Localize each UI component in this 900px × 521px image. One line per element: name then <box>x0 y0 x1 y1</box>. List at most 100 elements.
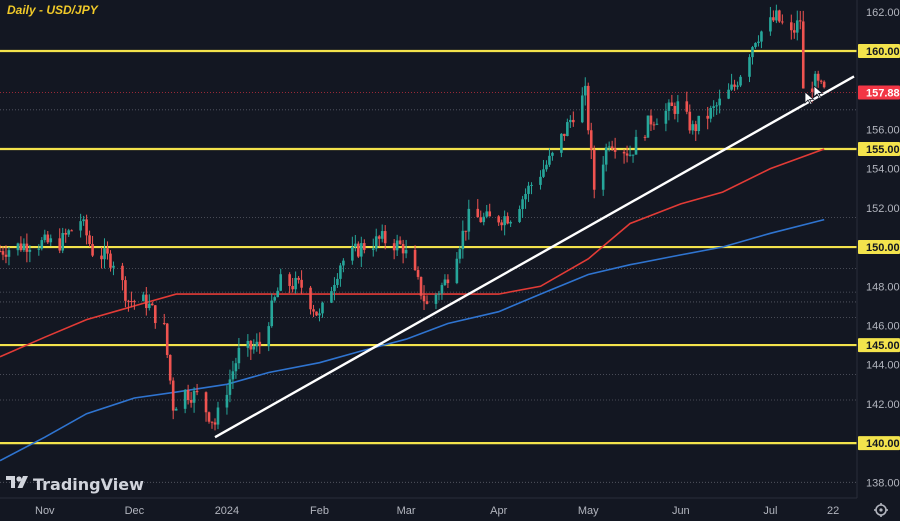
candle-95 <box>395 234 399 257</box>
candle-48 <box>195 383 199 396</box>
candle-89 <box>371 238 375 257</box>
candle-150 <box>625 145 629 163</box>
candle-3 <box>7 247 11 266</box>
candle-25 <box>103 238 106 269</box>
candle-52 <box>213 418 217 431</box>
time-axis[interactable] <box>0 498 900 521</box>
candle-188 <box>781 14 784 25</box>
candle-63 <box>258 332 262 354</box>
candle-153 <box>634 129 638 155</box>
candle-127 <box>527 181 530 202</box>
tradingview-logo-icon <box>6 476 28 488</box>
candle-13 <box>49 234 53 247</box>
candle-16 <box>64 228 67 243</box>
candle-92 <box>380 224 384 243</box>
candle-97 <box>401 239 405 264</box>
candle-162 <box>673 102 677 120</box>
candle-112 <box>464 230 468 241</box>
candle-115 <box>479 210 483 223</box>
candle-53 <box>216 401 220 430</box>
level-label-1: 155.000 <box>866 144 900 156</box>
candle-82 <box>339 262 342 287</box>
candle-185 <box>772 10 775 23</box>
y-tick-148.000: 148.000 <box>866 281 900 293</box>
candle-145 <box>604 143 608 172</box>
y-tick-138.000: 138.000 <box>866 477 900 489</box>
candle-183 <box>760 30 763 49</box>
candle-175 <box>730 73 733 91</box>
candle-18 <box>70 229 73 232</box>
candle-141 <box>586 82 590 135</box>
candle-152 <box>631 154 635 163</box>
candle-149 <box>622 149 626 164</box>
candle-28 <box>112 261 115 276</box>
candle-99 <box>413 245 417 271</box>
candle-189 <box>790 14 793 40</box>
candle-24 <box>100 247 103 269</box>
candle-198 <box>822 80 826 89</box>
candle-121 <box>503 210 506 236</box>
candle-6 <box>22 238 26 253</box>
candle-64 <box>267 322 271 352</box>
candle-138 <box>572 111 575 127</box>
candle-108 <box>446 274 450 289</box>
candle-104 <box>434 293 438 310</box>
candle-166 <box>691 120 695 135</box>
y-tick-154.000: 154.000 <box>866 164 900 176</box>
candle-133 <box>551 151 554 161</box>
candle-47 <box>192 387 196 413</box>
candle-59 <box>246 334 250 357</box>
current-price-label: 157.881 <box>866 88 900 100</box>
gear-icon[interactable] <box>874 503 888 517</box>
candle-196 <box>816 70 820 88</box>
level-label-4: 140.000 <box>866 438 900 450</box>
candle-102 <box>422 285 426 310</box>
candle-0 <box>0 244 2 253</box>
horizontal-levels[interactable] <box>0 49 857 445</box>
candle-38 <box>153 305 157 329</box>
candle-65 <box>270 293 274 328</box>
candle-91 <box>377 234 381 247</box>
level-label-2: 150.000 <box>866 242 900 254</box>
candle-20 <box>82 215 85 226</box>
candle-148 <box>613 137 617 159</box>
candle-42 <box>171 377 175 420</box>
candle-71 <box>294 271 297 294</box>
level-badge-1 <box>858 142 900 157</box>
candle-1 <box>1 246 5 261</box>
candle-85 <box>354 234 357 252</box>
x-tick-Feb: Feb <box>310 505 329 517</box>
candle-125 <box>521 195 524 218</box>
candle-21 <box>85 214 88 245</box>
candle-79 <box>330 286 333 304</box>
candle-168 <box>697 115 701 135</box>
candle-69 <box>288 272 291 294</box>
candle-116 <box>482 212 486 226</box>
candle-139 <box>580 87 584 124</box>
candle-37 <box>150 301 154 306</box>
candle-197 <box>819 79 823 85</box>
candle-124 <box>518 205 521 224</box>
trendline-group[interactable] <box>214 75 855 439</box>
sma-slow-line <box>0 218 825 462</box>
candle-75 <box>312 304 315 318</box>
candle-111 <box>461 220 465 259</box>
candle-103 <box>425 295 429 305</box>
candle-39 <box>162 313 166 326</box>
candle-17 <box>67 228 70 237</box>
candle-62 <box>255 333 259 352</box>
trendline[interactable] <box>214 75 855 439</box>
candle-83 <box>342 258 345 273</box>
candle-157 <box>652 121 656 130</box>
x-tick-Nov: Nov <box>35 505 55 517</box>
level-label-0: 160.000 <box>866 46 900 58</box>
candle-167 <box>694 120 698 141</box>
candle-61 <box>252 339 256 354</box>
candle-184 <box>769 6 772 36</box>
candle-96 <box>398 236 402 245</box>
candle-100 <box>416 266 420 280</box>
candle-160 <box>667 99 671 121</box>
candle-2 <box>4 245 8 264</box>
